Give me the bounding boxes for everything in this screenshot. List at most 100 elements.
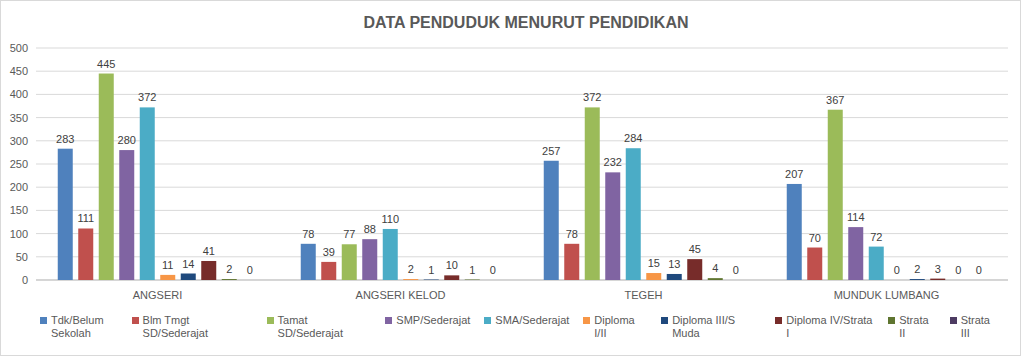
legend-item: Blm Tmgt SD/Sederajat — [132, 314, 253, 340]
bar — [444, 275, 459, 280]
legend-swatch — [267, 317, 274, 324]
x-tick-label: ANGSERI — [133, 289, 183, 301]
y-tick-label: 400 — [10, 88, 28, 100]
y-tick-label: 250 — [10, 158, 28, 170]
data-label: 0 — [894, 264, 900, 276]
title: DATA PENDUDUK MENURUT PENDIDIKAN — [363, 14, 688, 31]
data-label: 88 — [364, 223, 376, 235]
grid-line — [36, 71, 1008, 72]
data-label: 39 — [323, 246, 335, 258]
data-label: 280 — [118, 134, 136, 146]
bar — [160, 275, 175, 280]
grid-line — [36, 48, 1008, 49]
data-label: 15 — [648, 257, 660, 269]
legend-label: Blm Tmgt SD/Sederajat — [143, 314, 253, 340]
grid-line — [36, 187, 1008, 188]
data-label: 232 — [604, 156, 622, 168]
y-tick-label: 450 — [10, 65, 28, 77]
bar — [140, 107, 155, 280]
y-tick-label: 200 — [10, 181, 28, 193]
data-label: 4 — [712, 262, 718, 274]
data-label: 10 — [446, 259, 458, 271]
data-label: 284 — [624, 132, 642, 144]
bar — [342, 244, 357, 280]
data-label: 0 — [490, 264, 496, 276]
legend-item: Diploma IV/Strata I — [775, 314, 874, 340]
legend-swatch — [583, 317, 590, 324]
data-label: 78 — [302, 228, 314, 240]
legend-swatch — [40, 317, 47, 324]
legend-label: SMP/Sederajat — [396, 314, 470, 327]
data-label: 283 — [56, 133, 74, 145]
legend-swatch — [950, 317, 957, 324]
legend-swatch — [484, 317, 491, 324]
data-label: 2 — [226, 263, 232, 275]
bar — [930, 279, 945, 280]
data-label: 77 — [343, 228, 355, 240]
data-label: 207 — [785, 168, 803, 180]
data-label: 110 — [381, 213, 399, 225]
data-label: 372 — [583, 91, 601, 103]
data-label: 70 — [809, 232, 821, 244]
data-label: 11 — [162, 259, 173, 271]
y-tick-label: 500 — [10, 42, 28, 54]
bar — [626, 148, 641, 280]
bar — [485, 280, 500, 281]
bar — [383, 229, 398, 280]
bar — [687, 259, 702, 280]
bar — [605, 172, 620, 280]
legend-item: SMA/Sederajat — [484, 314, 569, 340]
data-label: 72 — [870, 231, 882, 243]
data-label: 41 — [203, 245, 215, 257]
bar — [646, 273, 661, 280]
bars — [58, 74, 946, 280]
data-label: 78 — [566, 228, 578, 240]
data-label: 1 — [428, 264, 434, 276]
y-tick-label: 0 — [22, 274, 28, 286]
bar — [910, 279, 925, 280]
bar — [951, 280, 966, 281]
bar — [424, 279, 439, 280]
bar — [889, 280, 904, 281]
data-label: 445 — [97, 58, 115, 70]
bar — [222, 279, 237, 280]
legend-label: Tamat SD/Sederajat — [278, 314, 372, 340]
bar — [301, 244, 316, 280]
data-label: 0 — [976, 264, 982, 276]
data-label: 114 — [847, 211, 865, 223]
data-label: 372 — [138, 91, 156, 103]
legend-swatch — [888, 317, 895, 324]
bar — [181, 274, 196, 280]
bar — [667, 274, 682, 280]
x-tick-label: ANGSERI KELOD — [356, 289, 446, 301]
grid-line — [36, 94, 1008, 95]
y-tick-label: 50 — [16, 251, 28, 263]
legend-item: Tamat SD/Sederajat — [267, 314, 372, 340]
data-label: 0 — [955, 264, 961, 276]
bar — [544, 161, 559, 280]
grid-line — [36, 140, 1008, 141]
legend-swatch — [385, 317, 392, 324]
y-tick-label: 350 — [10, 112, 28, 124]
bar — [869, 247, 884, 280]
bar — [807, 248, 822, 280]
y-tick-label: 300 — [10, 135, 28, 147]
bar — [362, 239, 377, 280]
bar — [564, 244, 579, 280]
data-label: 45 — [689, 243, 701, 255]
bar — [119, 150, 134, 280]
data-label: 13 — [668, 258, 680, 270]
legend-swatch — [775, 317, 782, 324]
grid-line — [36, 164, 1008, 165]
bar — [201, 261, 216, 280]
bar — [848, 227, 863, 280]
bar — [971, 280, 986, 281]
legend-label: Diploma III/S Muda — [672, 314, 761, 340]
bar — [78, 228, 93, 280]
data-label: 0 — [733, 264, 739, 276]
bar — [728, 280, 743, 281]
data-label: 257 — [542, 145, 560, 157]
bar — [585, 107, 600, 280]
data-label: 367 — [826, 94, 844, 106]
legend-item: Diploma I/II — [583, 314, 647, 340]
